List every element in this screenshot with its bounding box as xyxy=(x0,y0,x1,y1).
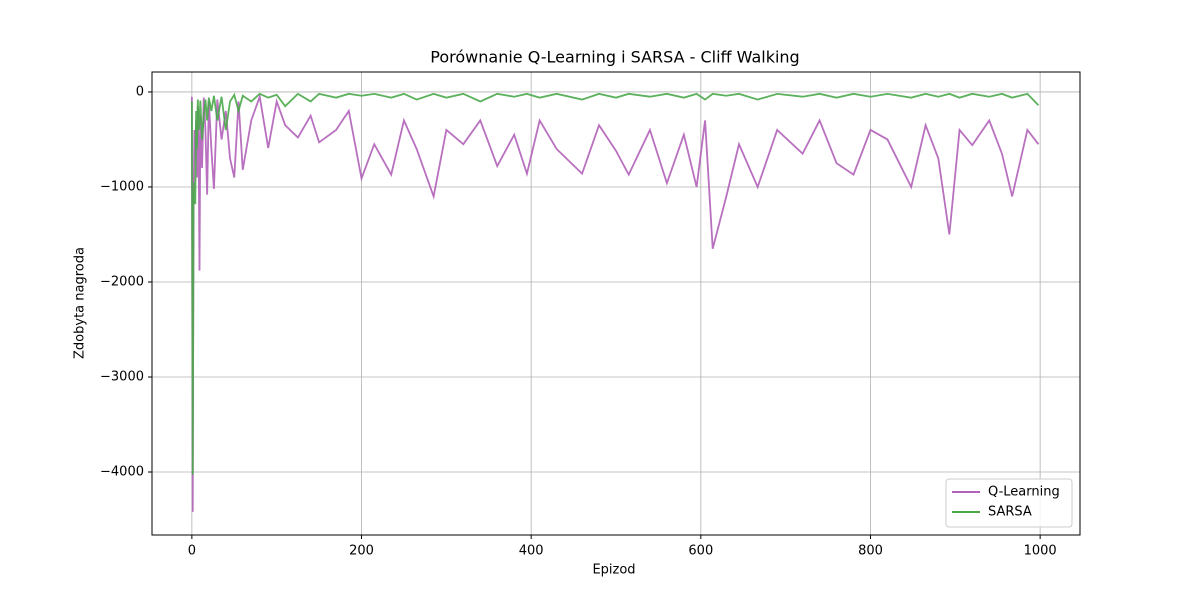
x-tick-label: 400 xyxy=(519,544,544,559)
y-axis-label: Zdobyta nagroda xyxy=(73,247,88,359)
y-tick-label: −4000 xyxy=(100,465,144,480)
x-tick-label: 0 xyxy=(188,544,196,559)
x-tick-label: 600 xyxy=(688,544,713,559)
x-tick-label: 200 xyxy=(349,544,374,559)
plot-frame xyxy=(151,71,1081,536)
y-tick-label: 0 xyxy=(136,84,144,99)
series-line xyxy=(190,92,1040,475)
y-tick-label: −2000 xyxy=(100,274,144,289)
y-tick-label: −3000 xyxy=(100,369,144,384)
chart-title: Porównanie Q-Learning i SARSA - Cliff Wa… xyxy=(430,48,799,67)
legend-label: SARSA xyxy=(988,505,1032,520)
x-tick-label: 1000 xyxy=(1024,544,1057,559)
series-line xyxy=(190,93,1040,512)
x-tick-label: 800 xyxy=(858,544,883,559)
legend-label: Q-Learning xyxy=(988,485,1060,500)
x-axis-label: Epizod xyxy=(592,563,635,578)
y-tick-label: −1000 xyxy=(100,179,144,194)
